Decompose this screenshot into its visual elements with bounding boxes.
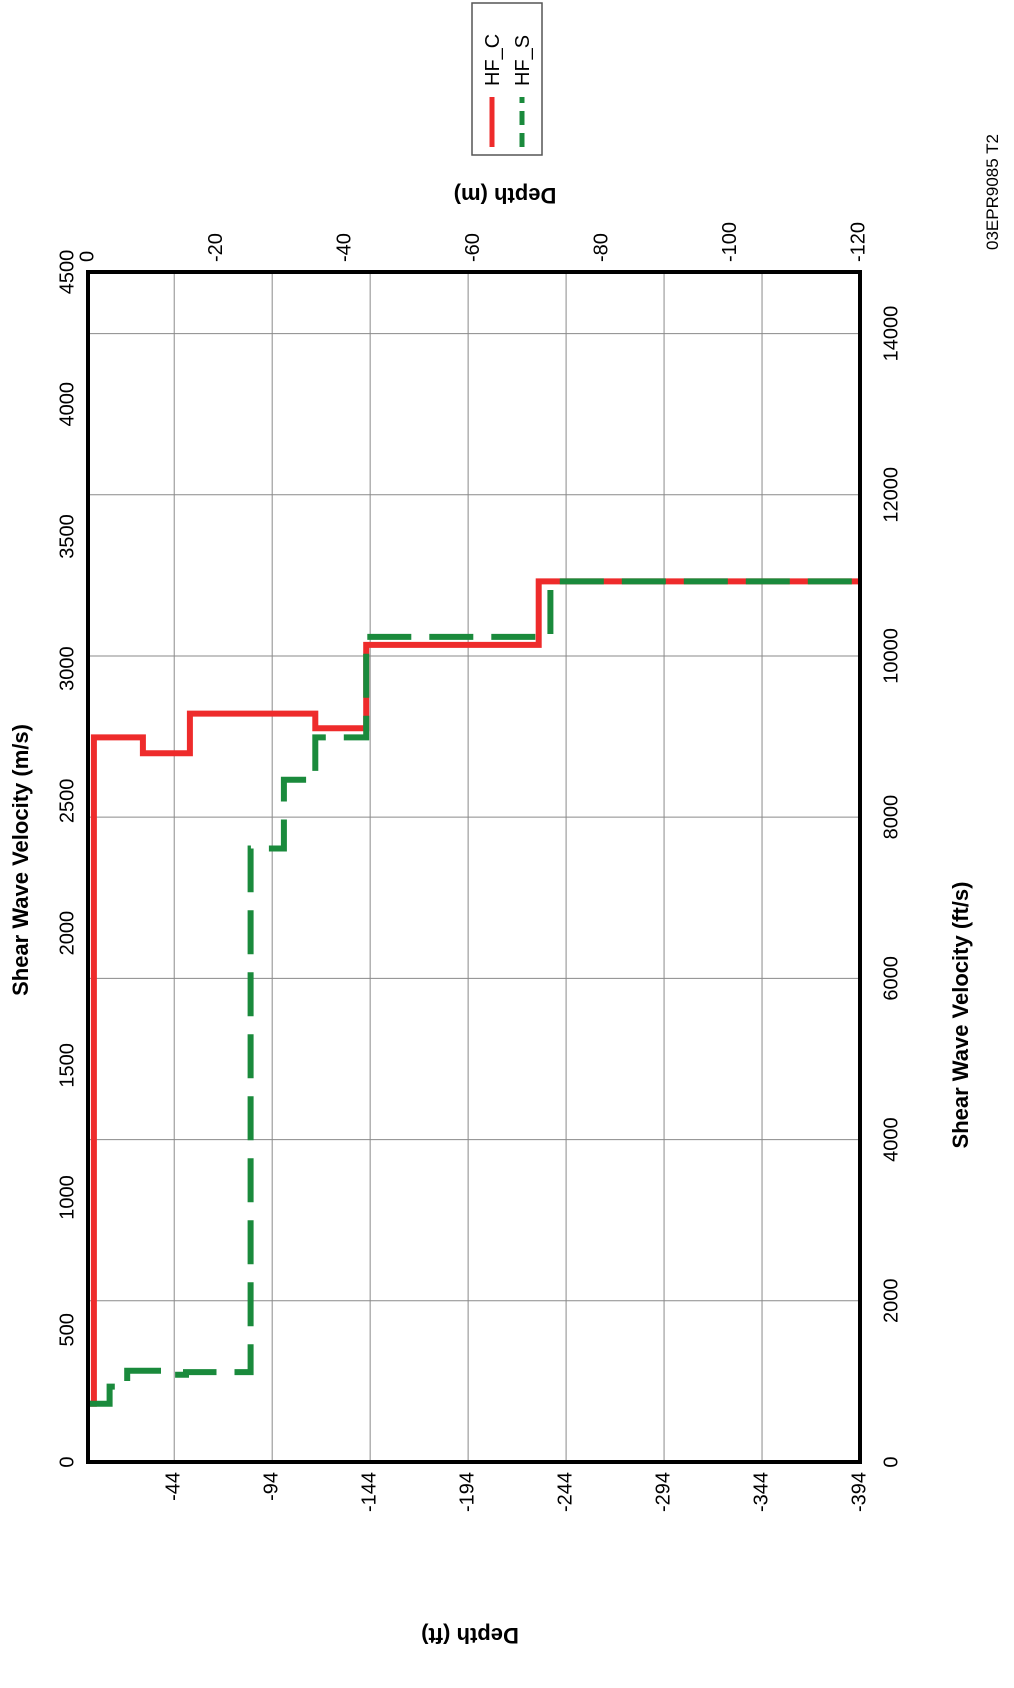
velocity-fps-axis-title: Shear Wave Velocity (ft/s)	[948, 882, 973, 1149]
depth-ft-axis-title: Depth (ft)	[421, 1623, 519, 1648]
series-line-hf-c	[88, 578, 860, 1407]
velocity-mps-tick-label: 500	[56, 1313, 78, 1346]
velocity-mps-axis-title: Shear Wave Velocity (m/s)	[8, 724, 33, 996]
depth-ft-tick-label: -144	[358, 1472, 380, 1512]
legend: HF_C HF_S	[471, 2, 543, 156]
depth-m-axis-title: Depth (m)	[454, 183, 557, 208]
velocity-mps-tick-label: 1500	[56, 1043, 78, 1088]
velocity-mps-tick-label: 2000	[56, 911, 78, 956]
depth-m-tick-label: -40	[333, 233, 355, 262]
depth-ft-tick-label: -244	[554, 1472, 576, 1512]
velocity-gridlines	[88, 333, 860, 1463]
velocity-fps-tick-label: 0	[880, 1456, 902, 1467]
series-layer	[88, 578, 860, 1407]
legend-hf-c-label: HF_C	[482, 34, 504, 86]
depth-m-tick-label: -80	[591, 233, 613, 262]
legend-hf-s-label: HF_S	[512, 35, 534, 86]
velocity-fps-tick-label: 14000	[880, 306, 902, 362]
depth-ft-tick-label: -194	[456, 1472, 478, 1512]
velocity-mps-tick-label: 3500	[56, 514, 78, 559]
velocity-fps-tick-label: 10000	[880, 628, 902, 684]
grid	[88, 272, 861, 1463]
figure-id: 03EPR9085 T2	[983, 134, 1002, 250]
depth-ft-tick-label: -344	[750, 1472, 772, 1512]
velocity-mps-tick-label: 1000	[56, 1175, 78, 1220]
velocity-fps-tick-label: 2000	[880, 1279, 902, 1324]
depth-ft-tick-labels: -44 -94 -144 -194 -244 -294 -344 -394	[162, 1472, 870, 1512]
depth-m-tick-label: -100	[719, 222, 741, 262]
depth-ft-tick-label: -394	[848, 1472, 870, 1512]
legend-box	[471, 2, 543, 156]
velocity-mps-tick-labels: 0 500 1000 1500 2000 2500 3000 3500 4000 4500	[56, 250, 78, 1468]
velocity-fps-tick-label: 8000	[880, 795, 902, 840]
depth-ft-tick-label: -294	[652, 1472, 674, 1512]
velocity-mps-tick-label: 0	[56, 1456, 78, 1467]
velocity-fps-tick-label: 6000	[880, 956, 902, 1001]
series-line-hf-s	[88, 578, 860, 1407]
depth-m-tick-label: -60	[462, 233, 484, 262]
depth-m-tick-label: 0	[76, 251, 98, 262]
depth-gridlines	[173, 272, 861, 1462]
velocity-mps-tick-label: 4500	[56, 250, 78, 295]
velocity-mps-tick-label: 3000	[56, 646, 78, 691]
depth-m-tick-label: -120	[848, 222, 870, 262]
plot-frame	[86, 270, 862, 1464]
velocity-fps-tick-labels: 0 2000 4000 6000 8000 10000 12000 14000	[880, 306, 902, 1468]
depth-m-tick-labels: 0 -20 -40 -60 -80 -100 -120	[76, 222, 869, 262]
velocity-fps-tick-label: 12000	[880, 467, 902, 523]
velocity-mps-tick-label: 4000	[56, 382, 78, 427]
depth-ft-tick-label: -44	[162, 1472, 184, 1501]
depth-ft-tick-label: -94	[260, 1472, 282, 1501]
depth-m-tick-label: -20	[205, 233, 227, 262]
velocity-fps-tick-label: 4000	[880, 1117, 902, 1162]
velocity-mps-tick-label: 2500	[56, 779, 78, 824]
